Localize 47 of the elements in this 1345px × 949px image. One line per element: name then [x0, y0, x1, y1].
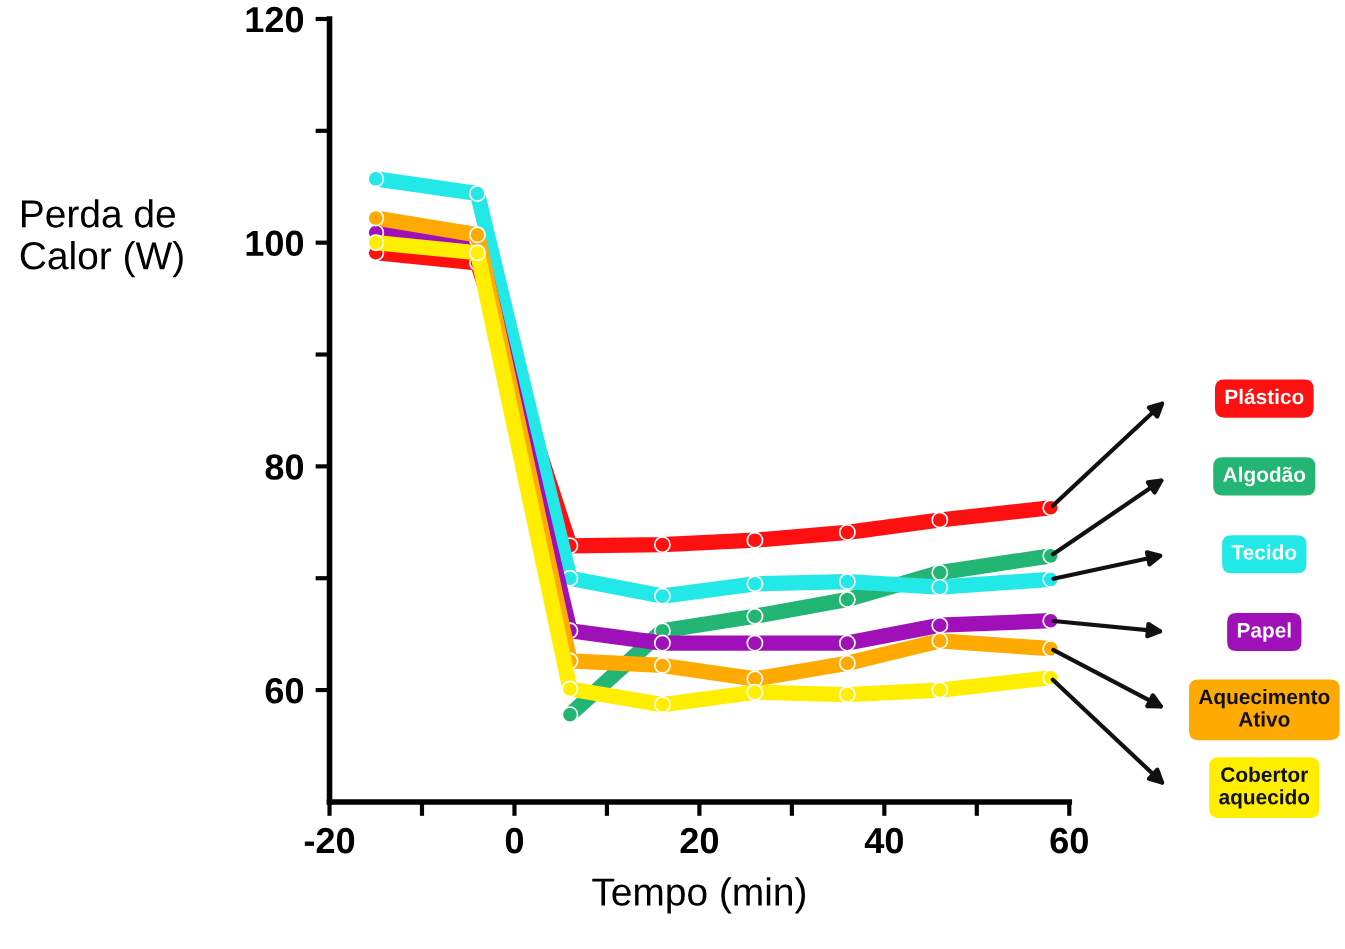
point — [931, 578, 949, 596]
text: Papel — [1237, 622, 1291, 642]
point — [838, 654, 856, 672]
point — [838, 523, 856, 541]
x-axis-title: Tempo (min) — [592, 877, 806, 914]
x-tick-label: -20 — [304, 827, 355, 854]
point — [931, 564, 949, 582]
y-tick-label: 80 — [265, 454, 304, 480]
point — [561, 680, 579, 698]
point — [561, 706, 579, 724]
point — [838, 634, 856, 652]
text: Cobertor aquecido — [1219, 766, 1310, 809]
y-tick-label: 60 — [265, 677, 304, 704]
point — [469, 184, 486, 202]
x-tick-label: 0 — [505, 827, 524, 854]
x-tick-label: 20 — [680, 827, 718, 854]
point — [838, 590, 856, 608]
point — [653, 587, 671, 605]
y-tick-label: 120 — [246, 6, 304, 33]
point — [838, 573, 856, 591]
point — [367, 170, 385, 188]
point — [746, 683, 764, 701]
point — [367, 209, 385, 227]
y-axis-title: Perda de Calor (W) — [20, 199, 183, 278]
point — [653, 634, 671, 652]
x-tick-label: 40 — [864, 827, 903, 854]
point — [931, 511, 949, 529]
point — [653, 696, 671, 714]
point — [746, 634, 764, 652]
point — [931, 632, 949, 650]
text: Aquecimento Ativo — [1198, 688, 1330, 727]
point — [746, 607, 764, 625]
point — [469, 244, 486, 262]
x-tick-label: 60 — [1050, 827, 1088, 854]
point — [653, 536, 671, 554]
point — [469, 226, 486, 244]
point — [367, 234, 385, 252]
text: Algodão — [1223, 466, 1306, 487]
point — [746, 575, 764, 593]
point — [931, 681, 949, 699]
point — [838, 686, 856, 704]
point — [653, 656, 671, 674]
point — [931, 616, 949, 634]
text: Tecido — [1231, 544, 1297, 560]
text: Plástico — [1225, 388, 1304, 405]
point — [746, 531, 764, 549]
y-tick-label: 100 — [246, 230, 304, 257]
